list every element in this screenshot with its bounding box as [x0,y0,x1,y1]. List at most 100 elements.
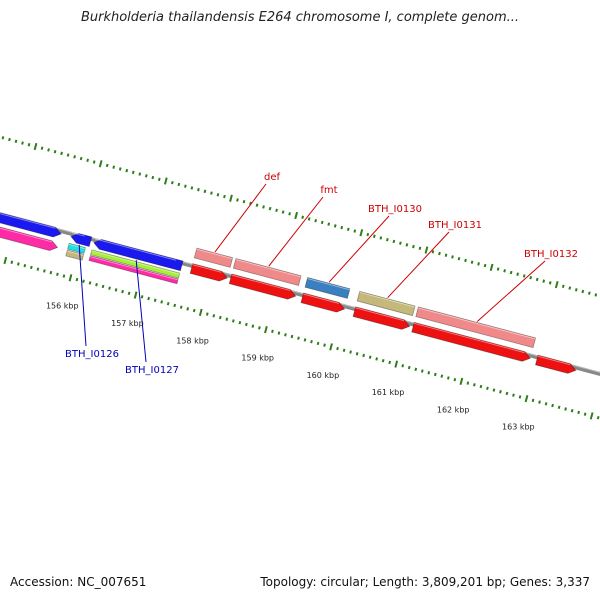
minor-tick [477,262,480,266]
gene-label[interactable]: BTH_I0130 [368,204,422,215]
inner-tick-track [0,256,600,420]
feature-highlight [307,278,350,291]
minor-tick [166,301,170,306]
feature-fmt-cds[interactable] [228,273,297,300]
minor-tick [192,308,196,313]
minor-tick [245,322,248,327]
minor-tick [190,186,194,190]
feature-BTH_I0131[interactable] [356,290,416,317]
major-tick [264,325,268,334]
minor-tick [407,365,411,370]
feature-red-right[interactable] [534,354,577,374]
minor-tick [518,395,522,399]
minor-tick [433,372,437,377]
feature-pink-left-1[interactable] [0,213,59,251]
minor-tick [405,243,409,247]
minor-tick [95,282,98,287]
gene-label[interactable]: BTH_I0131 [428,220,482,231]
minor-tick [236,198,239,202]
minor-tick [268,206,272,211]
minor-tick [516,272,520,276]
leader-line [387,231,450,299]
minor-tick [336,346,339,351]
minor-tick [375,357,379,361]
minor-tick [509,270,513,275]
feature-def-cds[interactable] [189,263,228,282]
minor-tick [346,227,350,232]
topology-summary: Topology: circular; Length: 3,809,201 bp… [260,575,590,589]
minor-tick [242,200,246,204]
minor-tick [499,390,502,394]
minor-tick [284,333,287,337]
minor-tick [258,326,261,330]
minor-tick [79,156,83,161]
gene-label[interactable]: BTH_I0132 [524,249,578,260]
minor-tick [277,331,281,335]
feature-highlight [355,307,405,322]
feature-highlight [537,355,571,366]
feature-cyan-small[interactable] [67,242,86,254]
minor-tick [557,405,561,409]
minor-tick [342,348,346,353]
minor-tick [446,376,450,380]
minor-tick [303,338,307,342]
feature-BTH_I0132[interactable] [415,306,537,349]
feature-blue-left-1[interactable] [0,200,62,238]
minor-tick [420,369,424,373]
gene-label[interactable]: fmt [320,185,337,196]
gene-label[interactable]: BTH_I0127 [125,365,179,376]
minor-tick [16,262,20,266]
feature-magenta-strip[interactable] [88,255,179,285]
feature-highlight [0,213,56,229]
major-tick [359,229,364,237]
feature-BTH_I0130[interactable] [304,277,351,299]
minor-tick [127,291,131,296]
minor-tick [66,153,70,157]
feature-tracks [0,200,577,374]
minor-tick [218,315,222,320]
minor-tick [440,374,444,378]
minor-tick [551,403,554,408]
minor-tick [486,386,489,391]
minor-tick [49,270,53,275]
minor-tick [418,246,422,251]
minor-tick [186,307,190,311]
minor-tick [238,320,242,325]
minor-tick [362,353,365,358]
gene-label[interactable]: BTH_I0126 [65,349,119,360]
feature-BTH_I0127[interactable] [93,239,184,272]
minor-tick [223,194,226,199]
major-tick [589,412,594,420]
feature-highlight [231,274,291,291]
feature-BTH_I0131-cds[interactable] [352,306,411,330]
minor-tick [444,253,448,257]
minor-tick [596,415,600,420]
feature-highlight [359,291,415,308]
minor-tick [86,158,90,162]
major-tick [394,360,399,368]
minor-tick [366,232,370,237]
minor-tick [379,236,383,240]
feature-lime-strip[interactable] [90,249,181,279]
minor-tick [327,222,331,226]
feature-BTH_I0126[interactable] [70,233,93,248]
minor-tick [125,168,129,173]
minor-tick [577,410,580,415]
kbp-label: 161 kbp [372,388,405,397]
minor-tick [538,400,541,404]
minor-tick [231,319,235,323]
feature-def[interactable] [193,247,234,268]
feature-BTH_I0132-cds[interactable] [411,321,531,362]
feature-BTH_I0130-cds[interactable] [300,292,346,313]
feature-fmt[interactable] [232,258,302,286]
minor-tick [564,407,567,411]
minor-tick [171,181,174,185]
minor-tick [323,343,326,347]
gene-label[interactable]: def [264,172,281,183]
minor-tick [503,269,506,273]
minor-tick [399,241,402,245]
feature-tan-small[interactable] [65,249,85,261]
major-tick [459,377,464,386]
minor-tick [184,184,187,188]
